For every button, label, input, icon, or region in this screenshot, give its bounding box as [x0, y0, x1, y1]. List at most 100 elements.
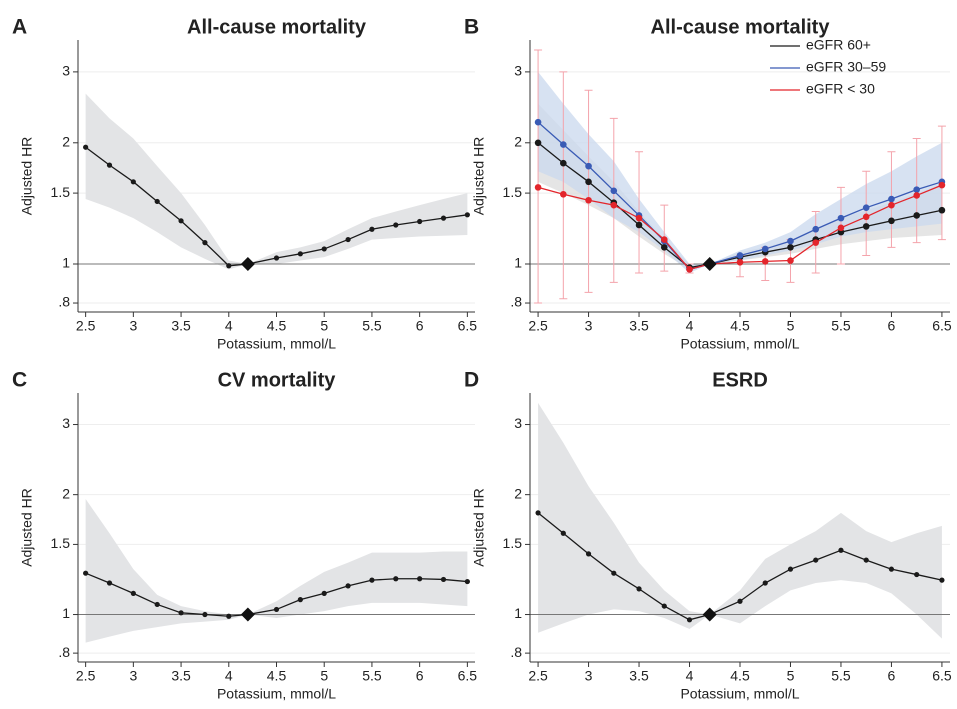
data-point	[83, 144, 89, 150]
data-point	[534, 118, 542, 126]
ci-band	[538, 402, 942, 639]
data-point	[297, 251, 303, 257]
data-point	[611, 570, 617, 576]
x-tick-label: 5.5	[831, 668, 851, 684]
y-tick-label: 3	[62, 415, 70, 431]
data-point	[787, 257, 794, 264]
data-point	[736, 252, 744, 259]
data-point	[913, 212, 920, 219]
x-tick-label: 3	[129, 668, 137, 684]
panel: A All-cause mortality .8 1 1.5 2 3 2.5 3 3.5 4 4.5 5…	[12, 16, 477, 352]
x-tick-label: 2.5	[528, 668, 548, 684]
data-point	[610, 201, 618, 209]
error-bar	[584, 89, 593, 293]
data-point	[560, 190, 567, 198]
data-point	[202, 611, 208, 618]
panel-letter: A	[12, 16, 27, 39]
y-tick-label: .8	[58, 644, 70, 660]
data-point	[585, 162, 592, 170]
data-point	[178, 218, 184, 224]
data-point	[888, 201, 895, 209]
reference-marker	[702, 257, 717, 272]
y-axis-label: Adjusted HR	[19, 137, 35, 216]
ci-band	[538, 71, 942, 273]
data-point	[761, 245, 769, 253]
plot-area	[530, 49, 950, 304]
data-point	[535, 510, 541, 516]
data-point	[321, 590, 327, 596]
panel: B All-cause mortality .8 1 1.5 2 3 2.5 3 3.5 4 4.5 5…	[464, 16, 952, 352]
error-bar	[559, 71, 568, 300]
data-point	[560, 159, 567, 167]
data-point	[914, 571, 920, 578]
data-point	[913, 186, 920, 193]
x-tick-label: 4	[225, 318, 233, 334]
y-tick-label: 1.5	[51, 184, 71, 200]
data-point	[812, 239, 820, 246]
ci-band	[85, 93, 468, 270]
x-tick-label: 5	[320, 318, 328, 334]
reference-marker	[240, 607, 255, 622]
x-tick-label: 6.5	[458, 668, 478, 684]
x-tick-label: 2.5	[528, 318, 548, 334]
y-tick-label: .8	[58, 294, 70, 310]
error-bar	[534, 49, 543, 304]
data-point	[938, 206, 946, 214]
data-point	[321, 246, 327, 252]
data-point	[837, 224, 845, 232]
y-tick-label: 2	[514, 133, 522, 149]
data-point	[585, 196, 592, 204]
error-bar	[862, 170, 871, 256]
data-point	[787, 237, 794, 245]
data-point	[393, 576, 399, 582]
y-tick-label: 3	[514, 63, 522, 79]
x-tick-label: 3	[129, 318, 137, 334]
x-tick-label: 5.5	[831, 318, 851, 334]
data-point	[154, 198, 160, 205]
y-tick-label: 1	[514, 605, 522, 621]
plot-area	[78, 93, 475, 270]
y-tick-label: 1.5	[503, 535, 523, 551]
data-point	[393, 222, 399, 228]
data-point	[106, 162, 113, 168]
data-point	[345, 236, 351, 243]
data-point	[106, 580, 113, 586]
data-point	[130, 179, 136, 185]
data-point	[660, 236, 668, 243]
data-point	[888, 566, 895, 572]
data-point	[440, 576, 447, 583]
data-point	[787, 244, 794, 251]
y-tick-label: 1.5	[503, 184, 523, 200]
data-point	[273, 606, 280, 613]
data-point	[83, 570, 89, 576]
data-point	[369, 577, 375, 583]
y-axis-label: Adjusted HR	[471, 488, 487, 567]
y-tick-label: 2	[62, 133, 70, 149]
x-tick-label: 4.5	[267, 318, 287, 334]
reference-marker	[240, 257, 255, 272]
x-tick-label: 6	[888, 668, 896, 684]
legend-label: eGFR 30–59	[806, 59, 886, 75]
x-tick-label: 4	[225, 668, 233, 684]
data-point	[838, 547, 844, 553]
data-point	[888, 195, 895, 203]
data-point	[202, 240, 208, 246]
x-tick-label: 2.5	[76, 668, 96, 684]
y-tick-label: 2	[62, 485, 70, 501]
plot-area	[530, 402, 950, 639]
x-tick-label: 5	[787, 318, 795, 334]
y-tick-label: 1	[514, 255, 522, 271]
x-tick-label: 3	[585, 318, 593, 334]
data-point	[737, 598, 743, 604]
x-axis-label: Potassium, mmol/L	[680, 336, 799, 352]
x-tick-label: 5	[320, 668, 328, 684]
panel-title: ESRD	[712, 369, 768, 391]
data-point	[661, 603, 667, 609]
data-point	[888, 217, 895, 225]
x-tick-label: 4	[686, 668, 694, 684]
panel-title: All-cause mortality	[651, 16, 831, 38]
x-tick-label: 2.5	[76, 318, 96, 334]
data-point	[464, 578, 470, 585]
x-tick-label: 3.5	[629, 668, 649, 684]
